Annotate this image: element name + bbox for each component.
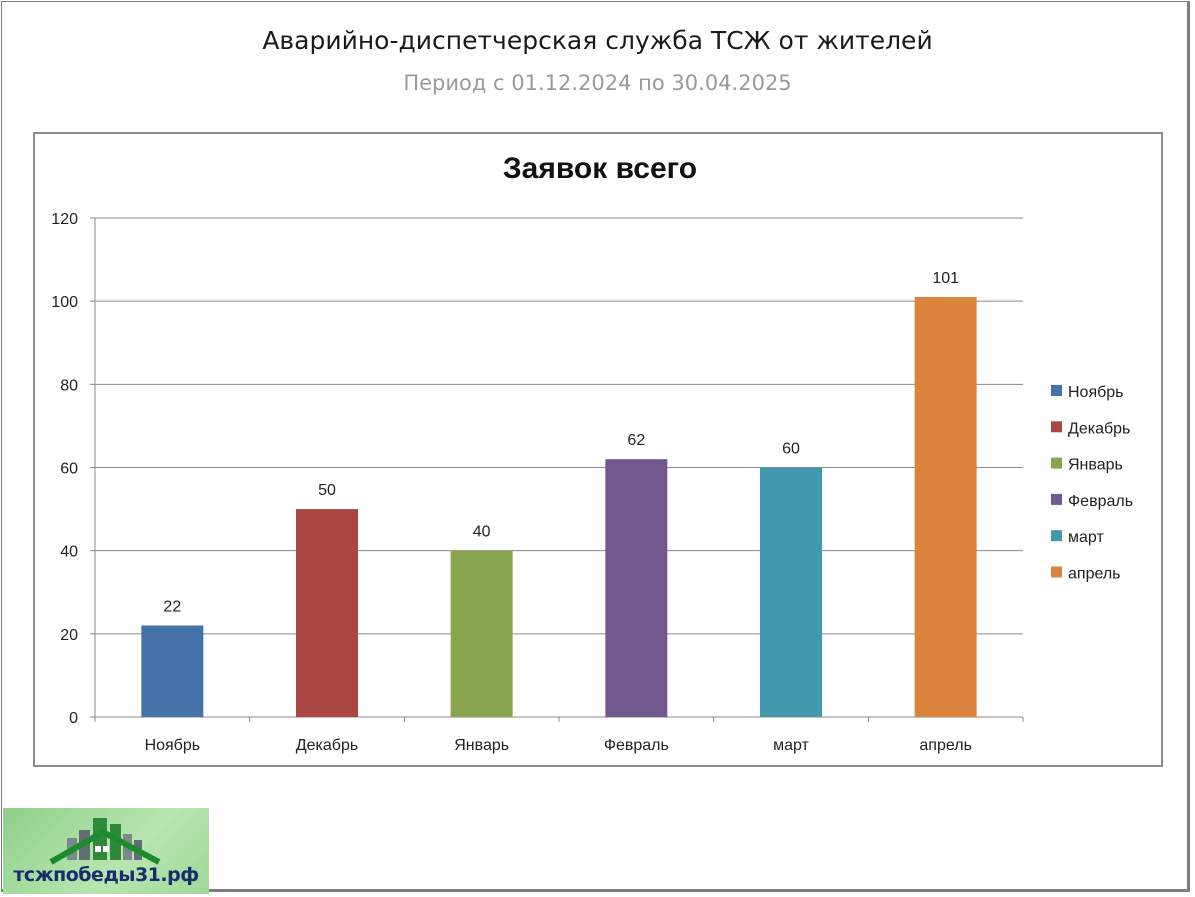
x-tick-label: Ноябрь <box>145 737 201 754</box>
bar <box>296 509 358 717</box>
data-label: 40 <box>473 524 491 541</box>
legend-label: Февраль <box>1068 493 1133 510</box>
bar <box>141 625 204 717</box>
legend-label: апрель <box>1068 566 1121 583</box>
chart-container: 0 20 40 60 80 100 120 22 Ноябрь 50 Декабрь 40 Январь… <box>33 132 1163 767</box>
y-tick-label: 40 <box>60 544 78 561</box>
legend-swatch <box>1051 457 1062 469</box>
logo-text: тсжпобеды31.рф <box>13 864 199 886</box>
legend-label: март <box>1068 529 1104 546</box>
y-tick-label: 60 <box>60 461 78 478</box>
y-tick-label: 0 <box>69 710 78 727</box>
legend-swatch <box>1051 530 1062 542</box>
slide-title: Аварийно-диспетчерская служба ТСЖ от жит… <box>262 26 933 55</box>
legend-swatch <box>1051 421 1062 433</box>
data-label: 50 <box>318 482 336 499</box>
legend-label: Ноябрь <box>1068 384 1124 401</box>
legend-swatch <box>1051 385 1062 396</box>
x-tick-label: апрель <box>919 737 972 754</box>
legend-swatch <box>1051 566 1062 578</box>
data-label: 62 <box>627 432 645 449</box>
bar <box>605 459 668 717</box>
legend-label: Январь <box>1068 457 1123 474</box>
data-label: 101 <box>932 270 959 287</box>
site-logo[interactable]: тсжпобеды31.рф <box>3 808 209 894</box>
bar <box>450 550 513 717</box>
y-tick-label: 80 <box>60 377 78 394</box>
x-tick-label: Январь <box>454 737 509 754</box>
x-tick-label: март <box>773 737 809 754</box>
legend-swatch <box>1051 493 1062 505</box>
bar-chart: 0 20 40 60 80 100 120 22 Ноябрь 50 Декабрь 40 Январь… <box>51 211 1133 754</box>
x-tick-label: Декабрь <box>296 737 358 754</box>
bar <box>760 467 822 717</box>
y-tick-label: 20 <box>60 627 78 644</box>
bar <box>914 297 977 717</box>
legend-label: Декабрь <box>1068 420 1130 437</box>
data-label: 22 <box>163 599 181 616</box>
y-tick-label: 100 <box>51 294 78 311</box>
x-tick-label: Февраль <box>604 737 669 754</box>
slide-subtitle: Период с 01.12.2024 по 30.04.2025 <box>403 71 792 95</box>
data-label: 60 <box>782 441 800 458</box>
chart-title: Заявок всего <box>502 152 698 185</box>
building-icon <box>49 818 161 865</box>
y-tick-label: 120 <box>51 211 78 228</box>
